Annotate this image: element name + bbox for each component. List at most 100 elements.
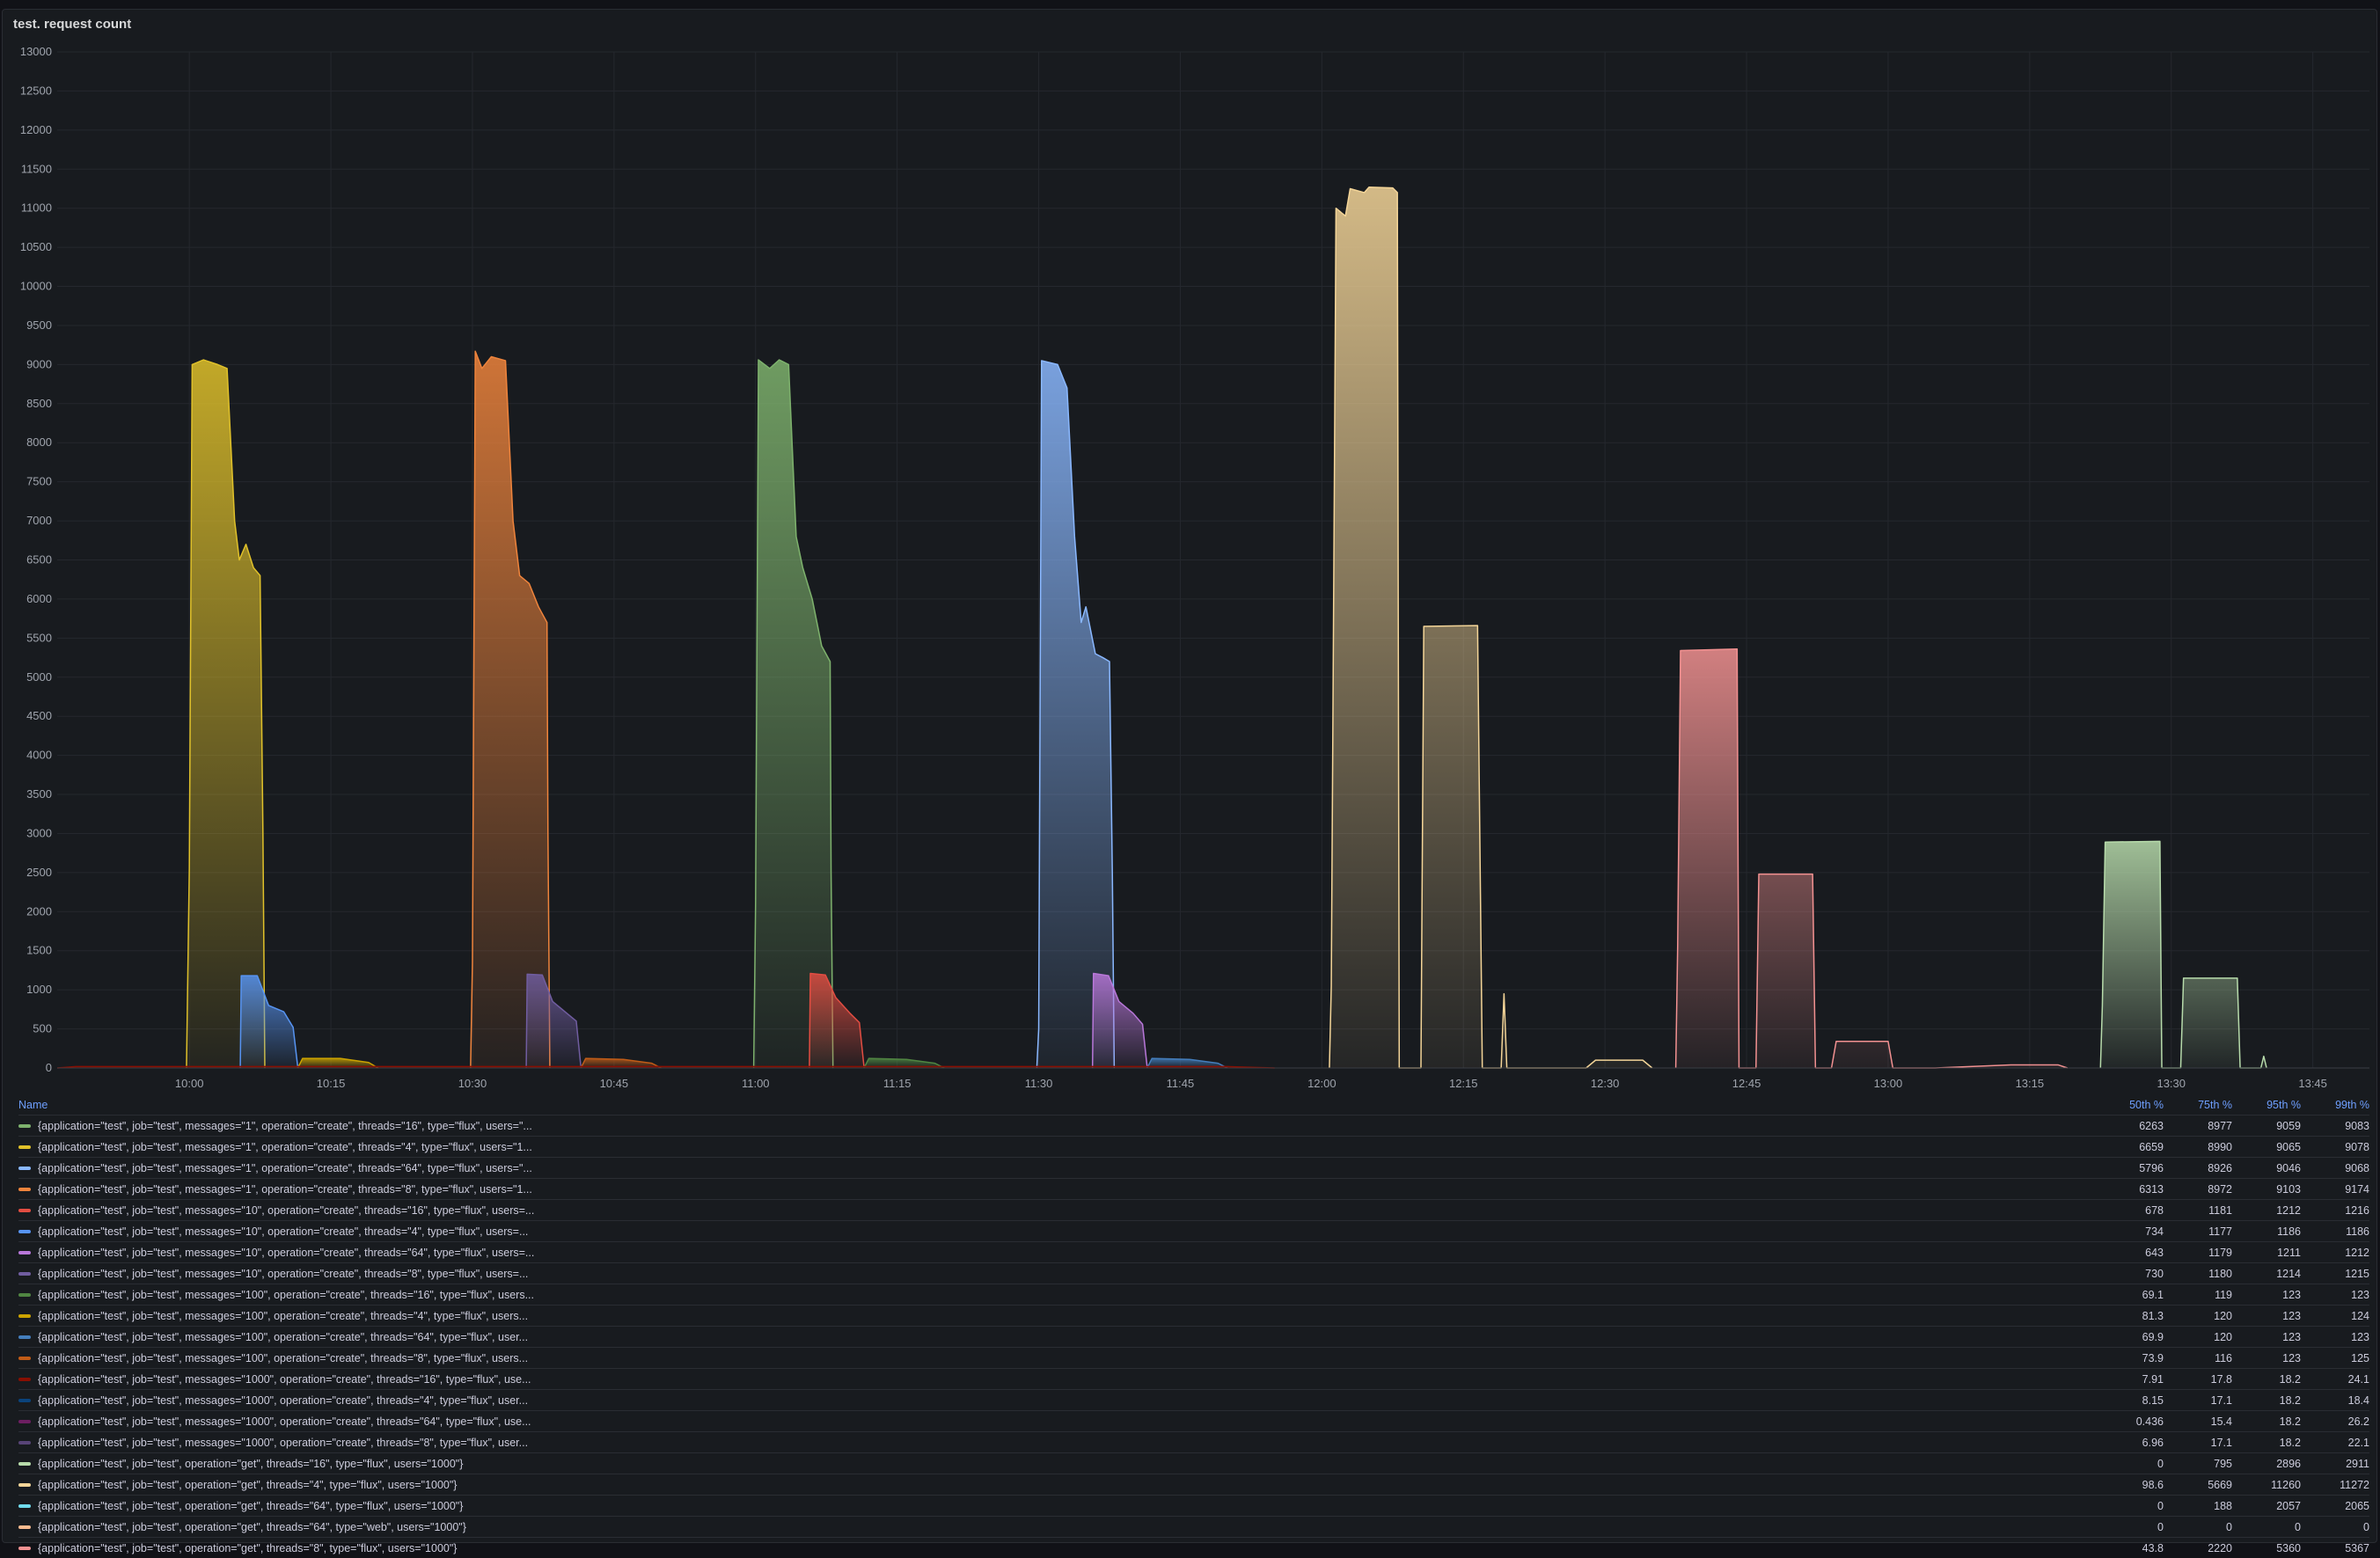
series-color-swatch[interactable] [18,1123,31,1128]
legend-value-p99: 2911 [2346,1457,2369,1470]
legend-header-p50[interactable]: 50th % [2129,1099,2164,1111]
legend-series-name[interactable]: {application="test", job="test", message… [38,1288,534,1301]
legend-row[interactable]: {application="test", job="test", message… [18,1178,2369,1199]
legend-row[interactable]: {application="test", job="test", message… [18,1347,2369,1368]
legend-value-p50: 6263 [2139,1119,2164,1132]
legend-value-p99: 22.1 [2347,1436,2369,1449]
legend-value-p50: 43.8 [2142,1541,2164,1554]
legend-row[interactable]: {application="test", job="test", message… [18,1389,2369,1410]
legend-series-name[interactable]: {application="test", job="test", message… [38,1351,529,1364]
legend-row[interactable]: {application="test", job="test", message… [18,1136,2369,1157]
series-color-swatch[interactable] [18,1377,31,1381]
legend-value-p50: 6.96 [2142,1436,2164,1449]
legend-header-p95[interactable]: 95th % [2266,1099,2301,1111]
series-color-swatch[interactable] [18,1250,31,1254]
series-color-swatch[interactable] [18,1335,31,1339]
legend-series-name[interactable]: {application="test", job="test", message… [38,1246,535,1259]
legend-row[interactable]: {application="test", job="test", message… [18,1305,2369,1326]
series-color-swatch[interactable] [18,1271,31,1276]
legend-series-name[interactable]: {application="test", job="test", message… [38,1182,532,1196]
legend-value-p99: 124 [2351,1309,2369,1322]
legend-series-name[interactable]: {application="test", job="test", message… [38,1436,529,1449]
legend-header-name[interactable]: Name [18,1099,48,1111]
legend-value-p75: 116 [2215,1351,2232,1364]
legend-value-p75: 8977 [2208,1119,2232,1132]
x-tick-label: 11:15 [883,1077,912,1090]
legend-series-name[interactable]: {application="test", job="test", message… [38,1161,532,1174]
y-tick-label: 5500 [26,631,52,644]
x-tick-label: 10:00 [175,1077,204,1090]
legend-series-name[interactable]: {application="test", job="test", message… [38,1140,532,1153]
legend-header-p99[interactable]: 99th % [2335,1099,2369,1111]
series-color-swatch[interactable] [18,1482,31,1487]
x-tick-label: 11:00 [742,1077,770,1090]
y-tick-label: 4500 [26,709,52,722]
legend-header-p75[interactable]: 75th % [2198,1099,2232,1111]
legend-row[interactable]: {application="test", job="test", message… [18,1431,2369,1452]
series-color-swatch[interactable] [18,1145,31,1149]
legend-series-name[interactable]: {application="test", job="test", message… [38,1225,529,1238]
legend-value-p99: 11272 [2340,1478,2369,1491]
legend-row[interactable]: {application="test", job="test", message… [18,1368,2369,1389]
legend-row[interactable]: {application="test", job="test", message… [18,1157,2369,1178]
legend-row[interactable]: {application="test", job="test", message… [18,1262,2369,1284]
legend-row[interactable]: {application="test", job="test", operati… [18,1474,2369,1495]
series-color-swatch[interactable] [18,1229,31,1233]
series-color-swatch[interactable] [18,1356,31,1360]
legend-series-name[interactable]: {application="test", job="test", message… [38,1119,532,1132]
y-tick-label: 7500 [26,475,52,488]
legend-row[interactable]: {application="test", job="test", message… [18,1241,2369,1262]
legend-series-name[interactable]: {application="test", job="test", operati… [38,1520,466,1533]
legend-row[interactable]: {application="test", job="test", operati… [18,1537,2369,1558]
legend-value-p99: 1215 [2345,1267,2369,1280]
series-color-swatch[interactable] [18,1187,31,1191]
series-color-swatch[interactable] [18,1419,31,1423]
legend-value-p75: 17.1 [2210,1436,2232,1449]
legend-row[interactable]: {application="test", job="test", message… [18,1115,2369,1136]
y-tick-label: 10500 [20,240,52,253]
legend-series-name[interactable]: {application="test", job="test", operati… [38,1541,458,1554]
legend-series-name[interactable]: {application="test", job="test", message… [38,1372,531,1386]
series-color-swatch[interactable] [18,1525,31,1529]
series-color-swatch[interactable] [18,1292,31,1297]
legend-value-p95: 123 [2282,1309,2301,1322]
series-color-swatch[interactable] [18,1503,31,1508]
legend-series-cell: {application="test", job="test", message… [18,1310,2095,1322]
series-area [809,973,865,1068]
legend-series-name[interactable]: {application="test", job="test", message… [38,1393,529,1407]
legend-series-name[interactable]: {application="test", job="test", message… [38,1267,529,1280]
legend-row[interactable]: {application="test", job="test", message… [18,1284,2369,1305]
legend-series-name[interactable]: {application="test", job="test", message… [38,1203,535,1217]
series-line [863,1057,945,1069]
legend-value-p75: 17.1 [2210,1393,2232,1407]
series-color-swatch[interactable] [18,1208,31,1212]
legend-series-name[interactable]: {application="test", job="test", operati… [38,1478,458,1491]
chart-panel: test. request count 0 500 1000 1500 2000 2500… [2,9,2377,1554]
legend-row[interactable]: {application="test", job="test", operati… [18,1452,2369,1474]
series-color-swatch[interactable] [18,1461,31,1466]
legend-value-p99: 123 [2351,1288,2369,1301]
legend-series-name[interactable]: {application="test", job="test", operati… [38,1499,464,1512]
legend-row[interactable]: {application="test", job="test", operati… [18,1516,2369,1537]
legend-series-name[interactable]: {application="test", job="test", message… [38,1415,531,1428]
legend-value-p95: 9059 [2276,1119,2301,1132]
legend-value-p75: 1177 [2208,1225,2232,1238]
series-color-swatch[interactable] [18,1166,31,1170]
legend-value-p95: 18.2 [2279,1393,2301,1407]
legend-row[interactable]: {application="test", job="test", operati… [18,1495,2369,1516]
legend-series-name[interactable]: {application="test", job="test", message… [38,1309,529,1322]
legend-row[interactable]: {application="test", job="test", message… [18,1326,2369,1347]
legend-series-name[interactable]: {application="test", job="test", operati… [38,1457,464,1470]
legend-series-name[interactable]: {application="test", job="test", message… [38,1330,529,1343]
y-tick-label: 13000 [20,45,52,58]
series-color-swatch[interactable] [18,1313,31,1318]
series-color-swatch[interactable] [18,1440,31,1445]
legend-row[interactable]: {application="test", job="test", message… [18,1220,2369,1241]
series-area [1329,187,1652,1068]
series-color-swatch[interactable] [18,1398,31,1402]
legend-series-cell: {application="test", job="test", message… [18,1352,2095,1364]
legend-row[interactable]: {application="test", job="test", message… [18,1199,2369,1220]
series-color-swatch[interactable] [18,1546,31,1550]
legend-value-p75: 8926 [2208,1161,2232,1174]
legend-row[interactable]: {application="test", job="test", message… [18,1410,2369,1431]
